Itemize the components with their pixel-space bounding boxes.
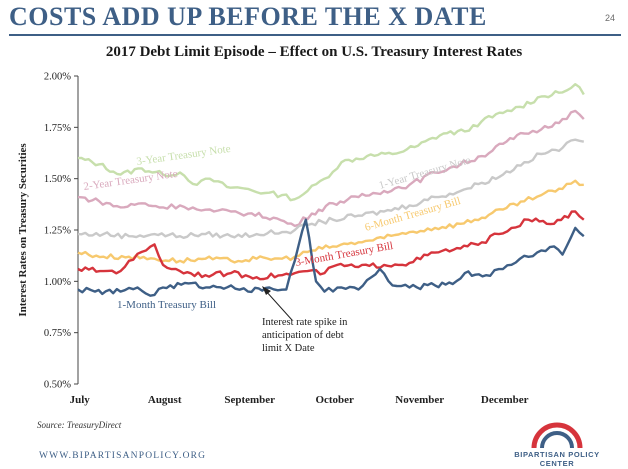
bpc-logo: BIPARTISAN POLICY CENTER — [498, 420, 616, 468]
series-label: 1-Year Treasury Note — [378, 154, 473, 192]
series-line — [77, 210, 585, 281]
x-tick-label: August — [148, 394, 182, 406]
y-tick-label: 0.50% — [44, 380, 71, 391]
x-tick-label: September — [224, 394, 275, 406]
bpc-arches-icon — [531, 422, 583, 449]
y-tick-label: 1.75% — [44, 123, 71, 134]
series-line — [77, 218, 585, 297]
chart-annotation: Interest rate spike in anticipation of de… — [262, 286, 348, 354]
footer-url[interactable]: WWW.BIPARTISANPOLICY.ORG — [39, 451, 207, 461]
y-tick-label: 2.00% — [44, 72, 71, 83]
y-axis-title: Interest Rates on Treasury Securities — [17, 143, 29, 317]
chart-title: 2017 Debt Limit Episode – Effect on U.S.… — [105, 44, 523, 60]
series-label: 1-Month Treasury Bill — [117, 299, 216, 311]
chart-axes: 0.50% 0.75% 1.00% 1.25% 1.50% 1.75% 2.00% July A… — [17, 72, 529, 407]
series-line — [77, 82, 585, 202]
annotation-arrow — [264, 289, 293, 321]
header-divider — [9, 34, 621, 36]
series-label: 3-Year Treasury Note — [136, 143, 232, 168]
y-tick-label: 1.00% — [44, 277, 71, 288]
series-line — [77, 109, 585, 228]
page-title: COSTS ADD UP BEFORE THE X DATE — [9, 2, 487, 31]
source-note: Source: TreasuryDirect — [37, 420, 122, 430]
y-tick-label: 0.75% — [44, 328, 71, 339]
annotation-text: anticipation of debt — [262, 330, 344, 341]
annotation-text: limit X Date — [262, 343, 315, 354]
x-tick-label: October — [315, 394, 354, 406]
chart-series — [77, 82, 585, 297]
arrow-head-icon — [262, 286, 271, 295]
annotation-text: Interest rate spike in — [262, 317, 348, 328]
page-number: 24 — [605, 13, 616, 23]
y-tick-label: 1.50% — [44, 174, 71, 185]
y-tick-label: 1.25% — [44, 226, 71, 237]
x-tick-label: July — [70, 394, 91, 406]
x-tick-label: November — [395, 394, 444, 406]
logo-text: BIPARTISAN POLICY CENTER — [514, 450, 600, 468]
series-line — [77, 138, 585, 240]
x-tick-label: December — [481, 394, 529, 406]
